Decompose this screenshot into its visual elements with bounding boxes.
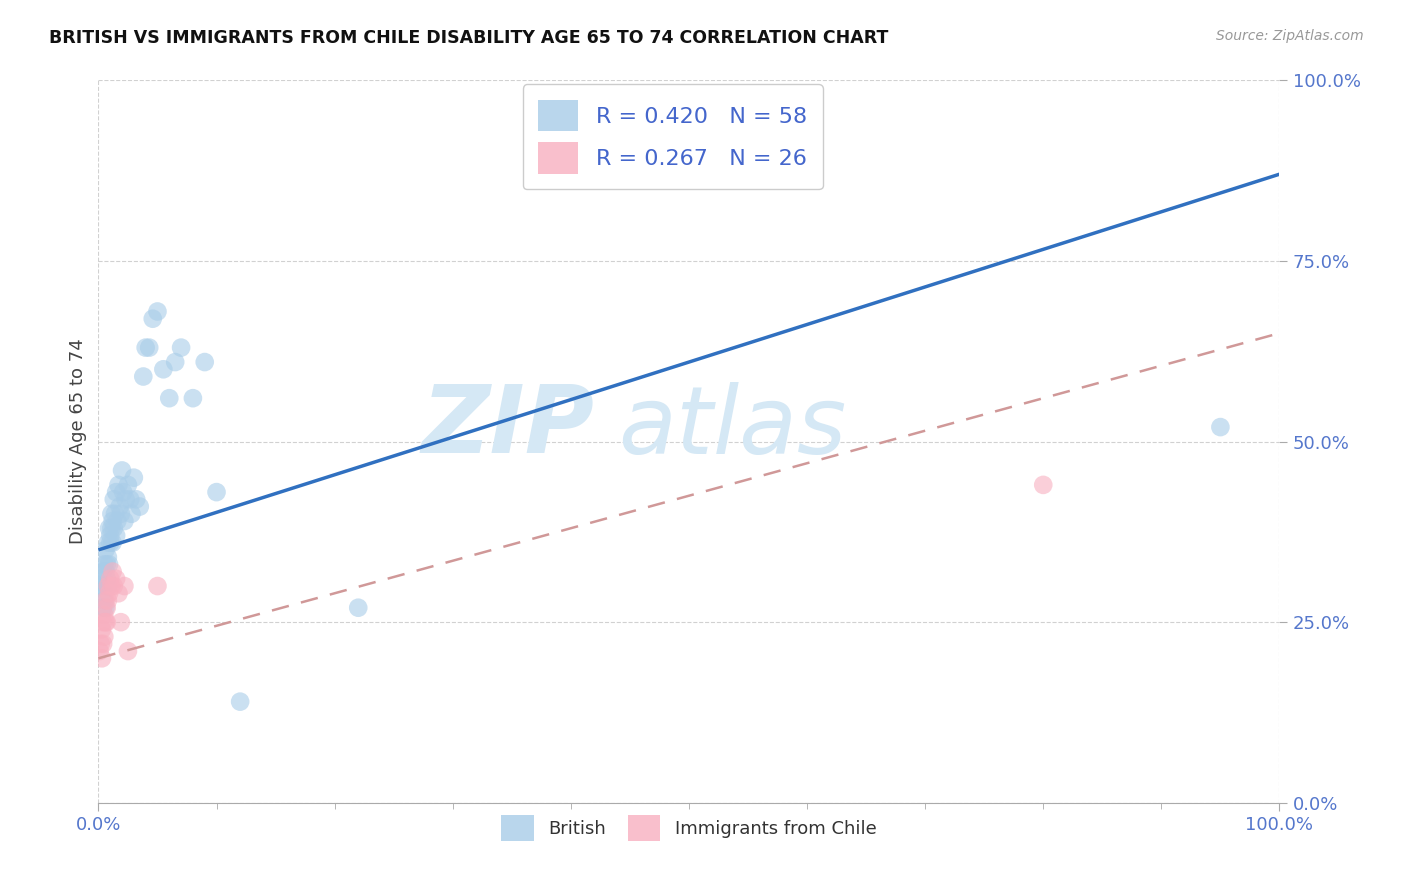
Point	[91, 651, 114, 665]
Point	[96, 600, 118, 615]
Point	[98, 572, 121, 586]
Point	[96, 558, 118, 572]
Point	[128, 500, 150, 514]
Point	[98, 521, 121, 535]
Point	[122, 470, 145, 484]
Point	[112, 579, 135, 593]
Point	[96, 615, 118, 630]
Point	[105, 528, 128, 542]
Point	[125, 492, 148, 507]
Point	[121, 507, 143, 521]
Point	[170, 341, 193, 355]
Point	[205, 485, 228, 500]
Point	[100, 579, 122, 593]
Point	[108, 500, 131, 514]
Point	[97, 579, 120, 593]
Point	[146, 579, 169, 593]
Point	[91, 565, 114, 579]
Point	[112, 514, 135, 528]
Point	[114, 492, 136, 507]
Point	[93, 579, 115, 593]
Text: ZIP: ZIP	[422, 381, 595, 473]
Point	[1032, 478, 1054, 492]
Point	[90, 579, 112, 593]
Point	[104, 507, 127, 521]
Point	[103, 492, 125, 507]
Point	[138, 341, 160, 355]
Point	[120, 492, 142, 507]
Point	[91, 600, 114, 615]
Point	[98, 586, 121, 600]
Point	[94, 593, 117, 607]
Point	[93, 593, 115, 607]
Point	[96, 572, 118, 586]
Point	[107, 586, 129, 600]
Point	[93, 558, 115, 572]
Point	[103, 521, 125, 535]
Point	[94, 600, 117, 615]
Point	[110, 507, 132, 521]
Point	[105, 485, 128, 500]
Point	[165, 355, 187, 369]
Point	[101, 514, 124, 528]
Point	[100, 521, 122, 535]
Point	[107, 478, 129, 492]
Point	[98, 558, 121, 572]
Point	[100, 507, 122, 521]
Point	[94, 542, 117, 557]
Point	[105, 572, 128, 586]
Point	[1209, 420, 1232, 434]
Point	[94, 565, 117, 579]
Point	[93, 607, 115, 622]
Point	[97, 550, 120, 565]
Point	[91, 572, 114, 586]
Point	[194, 355, 217, 369]
Point	[97, 593, 120, 607]
Point	[111, 463, 134, 477]
Point	[91, 586, 114, 600]
Point	[98, 528, 121, 542]
Point	[105, 514, 128, 528]
Point	[103, 579, 125, 593]
Point	[110, 615, 132, 630]
Point	[89, 644, 111, 658]
Point	[98, 535, 121, 549]
Point	[112, 485, 135, 500]
Point	[146, 304, 169, 318]
Text: atlas: atlas	[619, 382, 846, 473]
Y-axis label: Disability Age 65 to 74: Disability Age 65 to 74	[69, 339, 87, 544]
Point	[90, 637, 112, 651]
Point	[91, 623, 114, 637]
Point	[117, 644, 139, 658]
Point	[142, 311, 165, 326]
Point	[229, 695, 252, 709]
Legend: British, Immigrants from Chile: British, Immigrants from Chile	[494, 808, 884, 848]
Point	[132, 369, 155, 384]
Point	[101, 535, 124, 549]
Point	[101, 565, 124, 579]
Point	[97, 579, 120, 593]
Point	[97, 535, 120, 549]
Point	[117, 478, 139, 492]
Text: BRITISH VS IMMIGRANTS FROM CHILE DISABILITY AGE 65 TO 74 CORRELATION CHART: BRITISH VS IMMIGRANTS FROM CHILE DISABIL…	[49, 29, 889, 46]
Point	[152, 362, 174, 376]
Point	[157, 391, 180, 405]
Point	[135, 341, 157, 355]
Point	[347, 600, 370, 615]
Point	[91, 637, 114, 651]
Point	[93, 630, 115, 644]
Point	[94, 615, 117, 630]
Text: Source: ZipAtlas.com: Source: ZipAtlas.com	[1216, 29, 1364, 43]
Point	[91, 615, 114, 630]
Point	[181, 391, 204, 405]
